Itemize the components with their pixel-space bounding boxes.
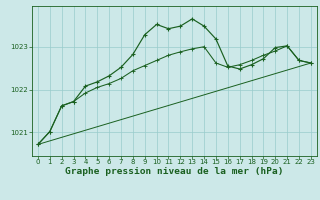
X-axis label: Graphe pression niveau de la mer (hPa): Graphe pression niveau de la mer (hPa) bbox=[65, 167, 284, 176]
